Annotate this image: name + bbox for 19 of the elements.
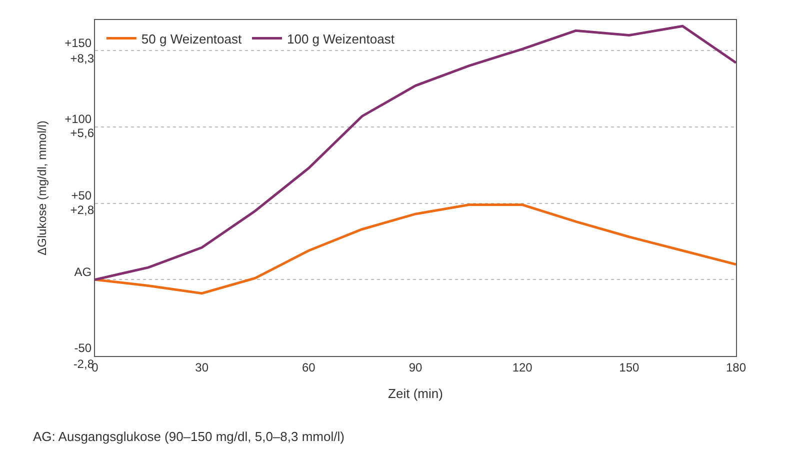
legend-label: 100 g Weizentoast	[287, 31, 395, 46]
y-axis-title: ΔGlukose (mg/dl, mmol/l)	[34, 120, 49, 256]
x-tick-label: 90	[408, 360, 422, 374]
y-tick-label: +100	[64, 112, 92, 126]
y-tick-label: +50	[71, 188, 92, 202]
x-tick-label: 150	[619, 360, 640, 374]
y-tick-label: AG	[74, 264, 92, 279]
y2-tick-label: +2,8	[70, 202, 94, 217]
text: AG: Ausgangsglukose (90–150 mg/dl, 5,0–8,3 mmol/l)	[33, 429, 344, 444]
y-tick-label: -50	[74, 341, 92, 356]
x-tick-label: 60	[302, 360, 316, 374]
x-axis-title: Zeit (min)	[388, 386, 443, 401]
x-tick-label: 120	[512, 360, 533, 374]
y2-tick-label: +8,3	[70, 52, 94, 66]
x-tick-label: 30	[195, 360, 209, 374]
legend-label: 50 g Weizentoast	[141, 31, 242, 46]
y2-tick-label: +5,6	[70, 126, 94, 140]
y-tick-label: +150	[64, 36, 92, 50]
x-tick-label: 180	[726, 360, 746, 374]
